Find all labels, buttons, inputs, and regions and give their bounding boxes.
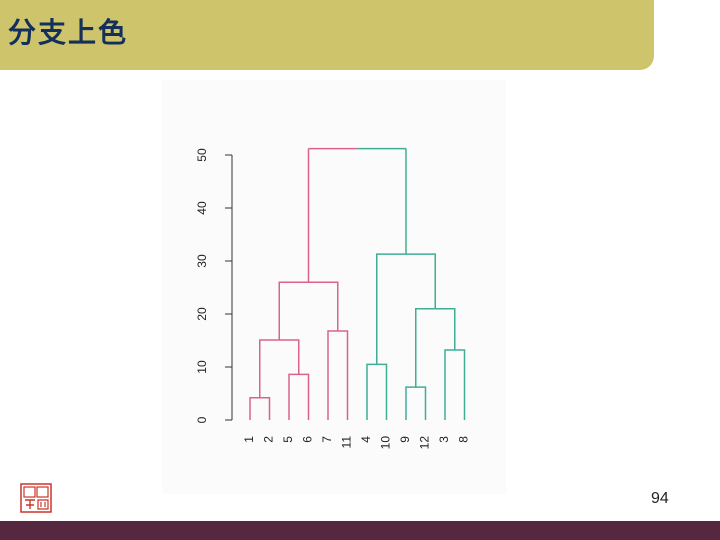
- y-tick-label: 10: [195, 360, 209, 374]
- dendrogram-branch: [405, 386, 427, 420]
- leaf-label: 8: [457, 436, 471, 443]
- dendrogram-branch: [288, 373, 310, 420]
- leaf-label: 3: [437, 436, 451, 443]
- y-tick-label: 30: [195, 254, 209, 268]
- dendrogram-branch: [366, 363, 388, 420]
- leaf-label: 1: [242, 436, 256, 443]
- dendrogram-branch: [444, 349, 466, 420]
- leaf-label: 11: [340, 436, 354, 449]
- dendrogram-branch: [327, 330, 349, 420]
- dendrogram-branch: [259, 339, 300, 398]
- dendrogram-branch: [415, 307, 456, 388]
- slide-title: 分支上色: [8, 16, 129, 49]
- page-number: 94: [651, 490, 669, 507]
- dendrogram-branch: [278, 281, 339, 340]
- title-bar: 分支上色: [0, 0, 654, 70]
- red-seal-icon: [20, 483, 52, 513]
- leaf-label: 9: [398, 436, 412, 443]
- y-tick-label: 40: [195, 201, 209, 215]
- y-tick-label: 0: [195, 416, 209, 423]
- leaf-label: 4: [359, 436, 373, 443]
- leaf-label: 2: [262, 436, 276, 443]
- y-tick-label: 20: [195, 307, 209, 321]
- leaf-label: 12: [418, 436, 432, 450]
- dendrogram-figure: 0 10 20 30 40 50 1 2 5 6 7 11 4 10 9 12 3 8: [162, 80, 506, 494]
- leaf-label: 10: [379, 436, 393, 450]
- dendrogram-branch: [249, 396, 271, 420]
- leaf-label: 5: [281, 436, 295, 443]
- y-tick-label: 50: [195, 148, 209, 162]
- leaf-label: 7: [320, 436, 334, 443]
- leaf-label: 6: [301, 436, 315, 443]
- footer-bar: [0, 521, 720, 540]
